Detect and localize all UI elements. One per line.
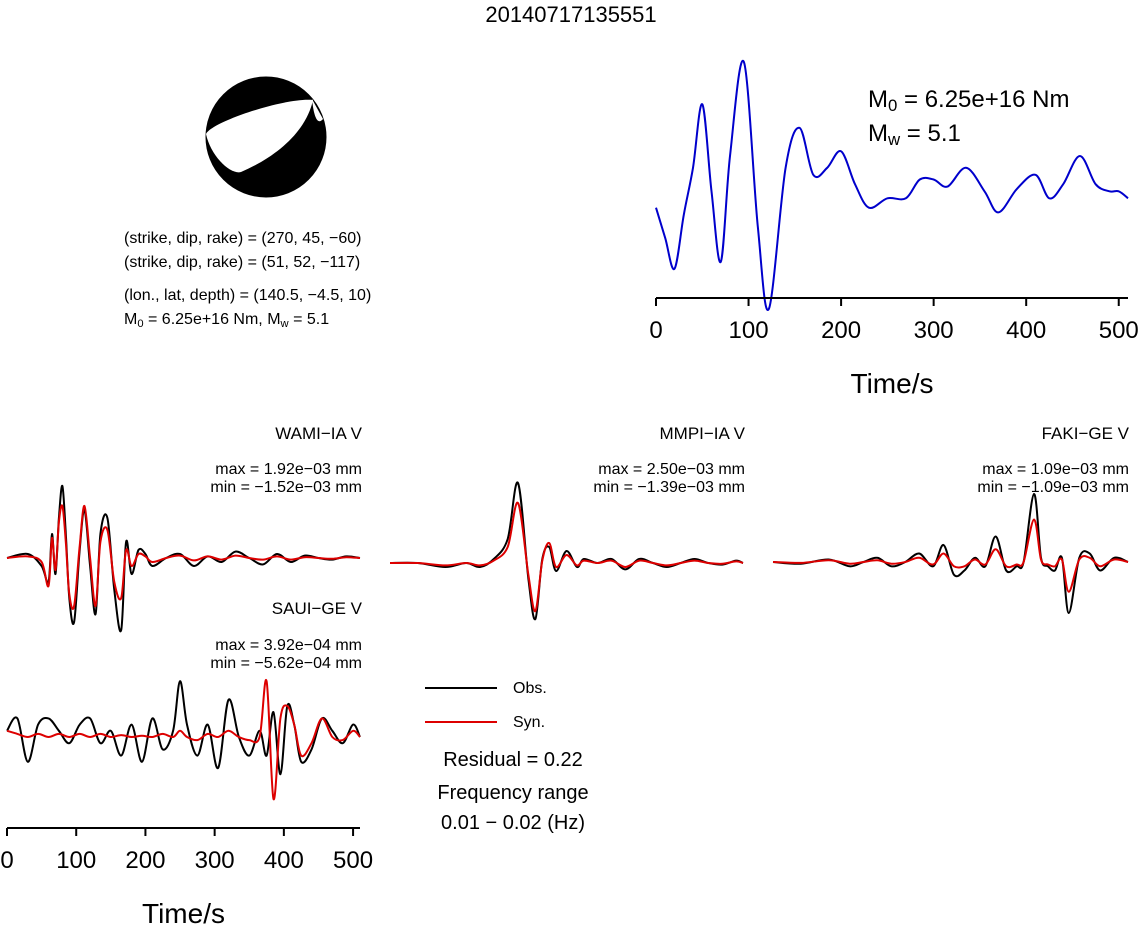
mmpi-syn-series bbox=[389, 501, 744, 613]
saui-tick-label-400: 400 bbox=[264, 847, 304, 874]
station-min-4: min = −5.62e−04 mm bbox=[210, 655, 362, 672]
saui-xlabel: Time/s bbox=[142, 898, 225, 928]
stf-tick-label-200: 200 bbox=[821, 317, 861, 344]
saui-obs-series bbox=[6, 680, 361, 776]
saui-tick-label-500: 500 bbox=[333, 847, 373, 874]
station-max-1: max = 1.92e−03 mm bbox=[215, 461, 362, 478]
station-name-2: MMPI−IA V bbox=[659, 424, 746, 443]
mmpi-obs-series bbox=[389, 481, 744, 621]
faki-obs-series bbox=[772, 492, 1129, 614]
station-max-3: max = 1.09e−03 mm bbox=[982, 461, 1129, 478]
stf-line-series bbox=[655, 59, 1129, 311]
stf-tick-label-0: 0 bbox=[649, 317, 662, 344]
wami-syn-series bbox=[6, 504, 361, 611]
stf-tick-label-300: 300 bbox=[914, 317, 954, 344]
legend-syn-label: Syn. bbox=[513, 714, 546, 731]
station-min-3: min = −1.09e−03 mm bbox=[977, 479, 1129, 496]
moment-magnitude: Mw = 5.1 bbox=[868, 120, 961, 150]
saui-tick-label-300: 300 bbox=[195, 847, 235, 874]
frequency-range-label: Frequency range bbox=[437, 782, 589, 804]
seismic-moment: M0 = 6.25e+16 Nm bbox=[868, 86, 1070, 116]
station-min-1: min = −1.52e−03 mm bbox=[210, 479, 362, 496]
station-max-4: max = 3.92e−04 mm bbox=[215, 637, 362, 654]
station-name-3: FAKI−GE V bbox=[1041, 424, 1129, 443]
beachball-dilatational bbox=[206, 99, 313, 173]
nodal-plane-2: (strike, dip, rake) = (51, 52, −117) bbox=[124, 254, 361, 271]
station-name-4: SAUI−GE V bbox=[271, 599, 362, 618]
station-min-2: min = −1.39e−03 mm bbox=[593, 479, 745, 496]
hypocenter: (lon., lat, depth) = (140.5, −4.5, 10) bbox=[124, 287, 372, 304]
faki-syn-series bbox=[772, 518, 1129, 593]
stf-tick-label-500: 500 bbox=[1099, 317, 1139, 344]
beachball-dilatational-sliver bbox=[312, 99, 323, 122]
event-id-title: 20140717135551 bbox=[485, 2, 657, 27]
frequency-range-value: 0.01 − 0.02 (Hz) bbox=[441, 812, 585, 834]
stf-tick-label-400: 400 bbox=[1006, 317, 1046, 344]
station-max-2: max = 2.50e−03 mm bbox=[598, 461, 745, 478]
saui-tick-label-200: 200 bbox=[125, 847, 165, 874]
moment-summary: M0 = 6.25e+16 Nm, Mw = 5.1 bbox=[124, 311, 330, 330]
stf-tick-label-100: 100 bbox=[729, 317, 769, 344]
saui-tick-label-100: 100 bbox=[56, 847, 96, 874]
saui-tick-label-0: 0 bbox=[0, 847, 13, 874]
station-name-1: WAMI−IA V bbox=[275, 424, 362, 443]
residual-text: Residual = 0.22 bbox=[443, 749, 583, 771]
saui-syn-series bbox=[6, 679, 361, 801]
nodal-plane-1: (strike, dip, rake) = (270, 45, −60) bbox=[124, 230, 362, 247]
stf-xlabel: Time/s bbox=[851, 368, 934, 399]
legend-obs-label: Obs. bbox=[513, 680, 547, 697]
